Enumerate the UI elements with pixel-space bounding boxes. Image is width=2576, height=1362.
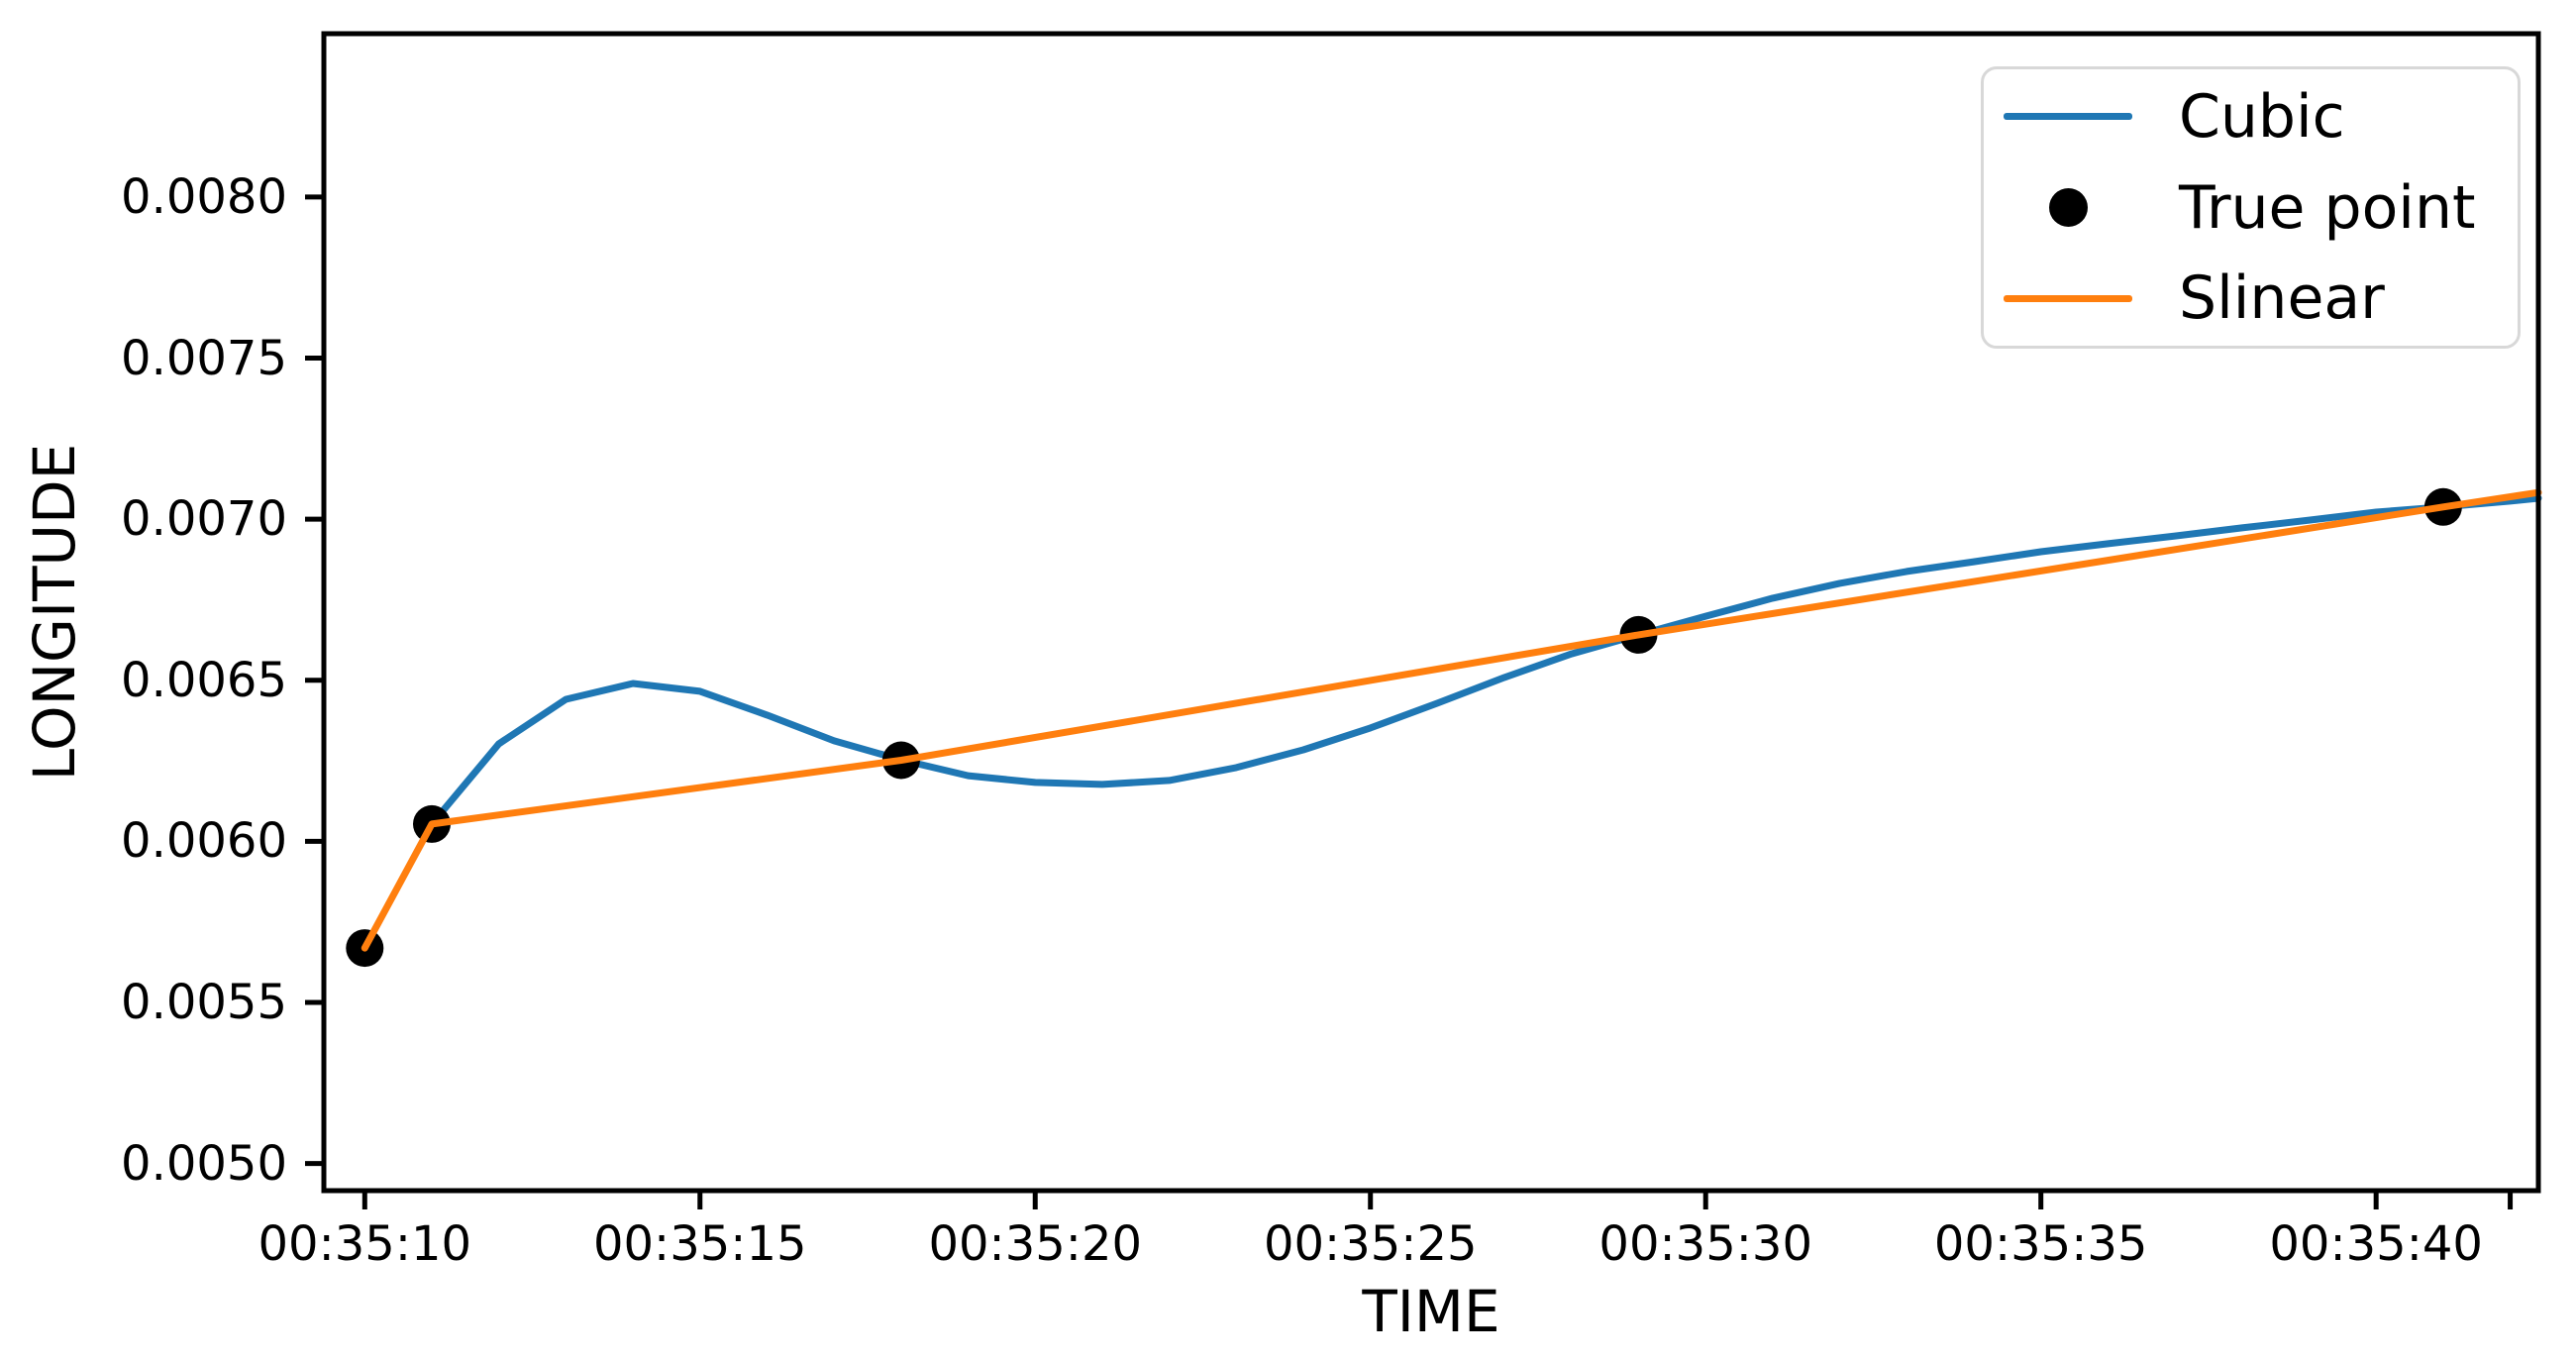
y-axis-title: LONGITUDE	[21, 443, 88, 782]
x-tick-label: 00:35:20	[928, 1216, 1143, 1272]
legend-label-slinear: Slinear	[2179, 263, 2385, 334]
y-tick-label: 0.0060	[121, 813, 287, 870]
true-point-marker-swatch-icon	[2048, 188, 2088, 227]
x-tick-label: 00:35:10	[258, 1216, 472, 1272]
cubic-line	[428, 494, 2542, 828]
x-tick-label: 00:35:30	[1598, 1216, 1812, 1272]
y-tick-label: 0.0070	[121, 491, 287, 548]
plot-border	[321, 31, 2541, 1194]
y-tick-label: 0.0055	[121, 975, 287, 1031]
legend-label-cubic: Cubic	[2179, 81, 2345, 152]
legend-item-true-point: True point	[1984, 164, 2518, 252]
legend: Cubic True point Slinear	[1981, 66, 2521, 349]
x-axis-title: TIME	[1362, 1278, 1500, 1345]
legend-item-slinear: Slinear	[1984, 255, 2518, 342]
x-tick-label: 00:35:25	[1263, 1216, 1478, 1272]
x-tick-label: 00:35:40	[2269, 1216, 2483, 1272]
slinear-line	[361, 488, 2542, 952]
y-tick-label: 0.0080	[121, 168, 287, 225]
legend-label-true-point: True point	[2179, 172, 2476, 243]
x-tick-label: 00:35:15	[592, 1216, 807, 1272]
legend-item-cubic: Cubic	[1984, 73, 2518, 160]
x-tick-label: 00:35:35	[1933, 1216, 2148, 1272]
slinear-line-swatch-icon	[2004, 294, 2132, 302]
y-tick-label: 0.0065	[121, 652, 287, 708]
cubic-line-swatch-icon	[2004, 113, 2132, 121]
y-tick-label: 0.0050	[121, 1135, 287, 1192]
y-tick-label: 0.0075	[121, 330, 287, 386]
